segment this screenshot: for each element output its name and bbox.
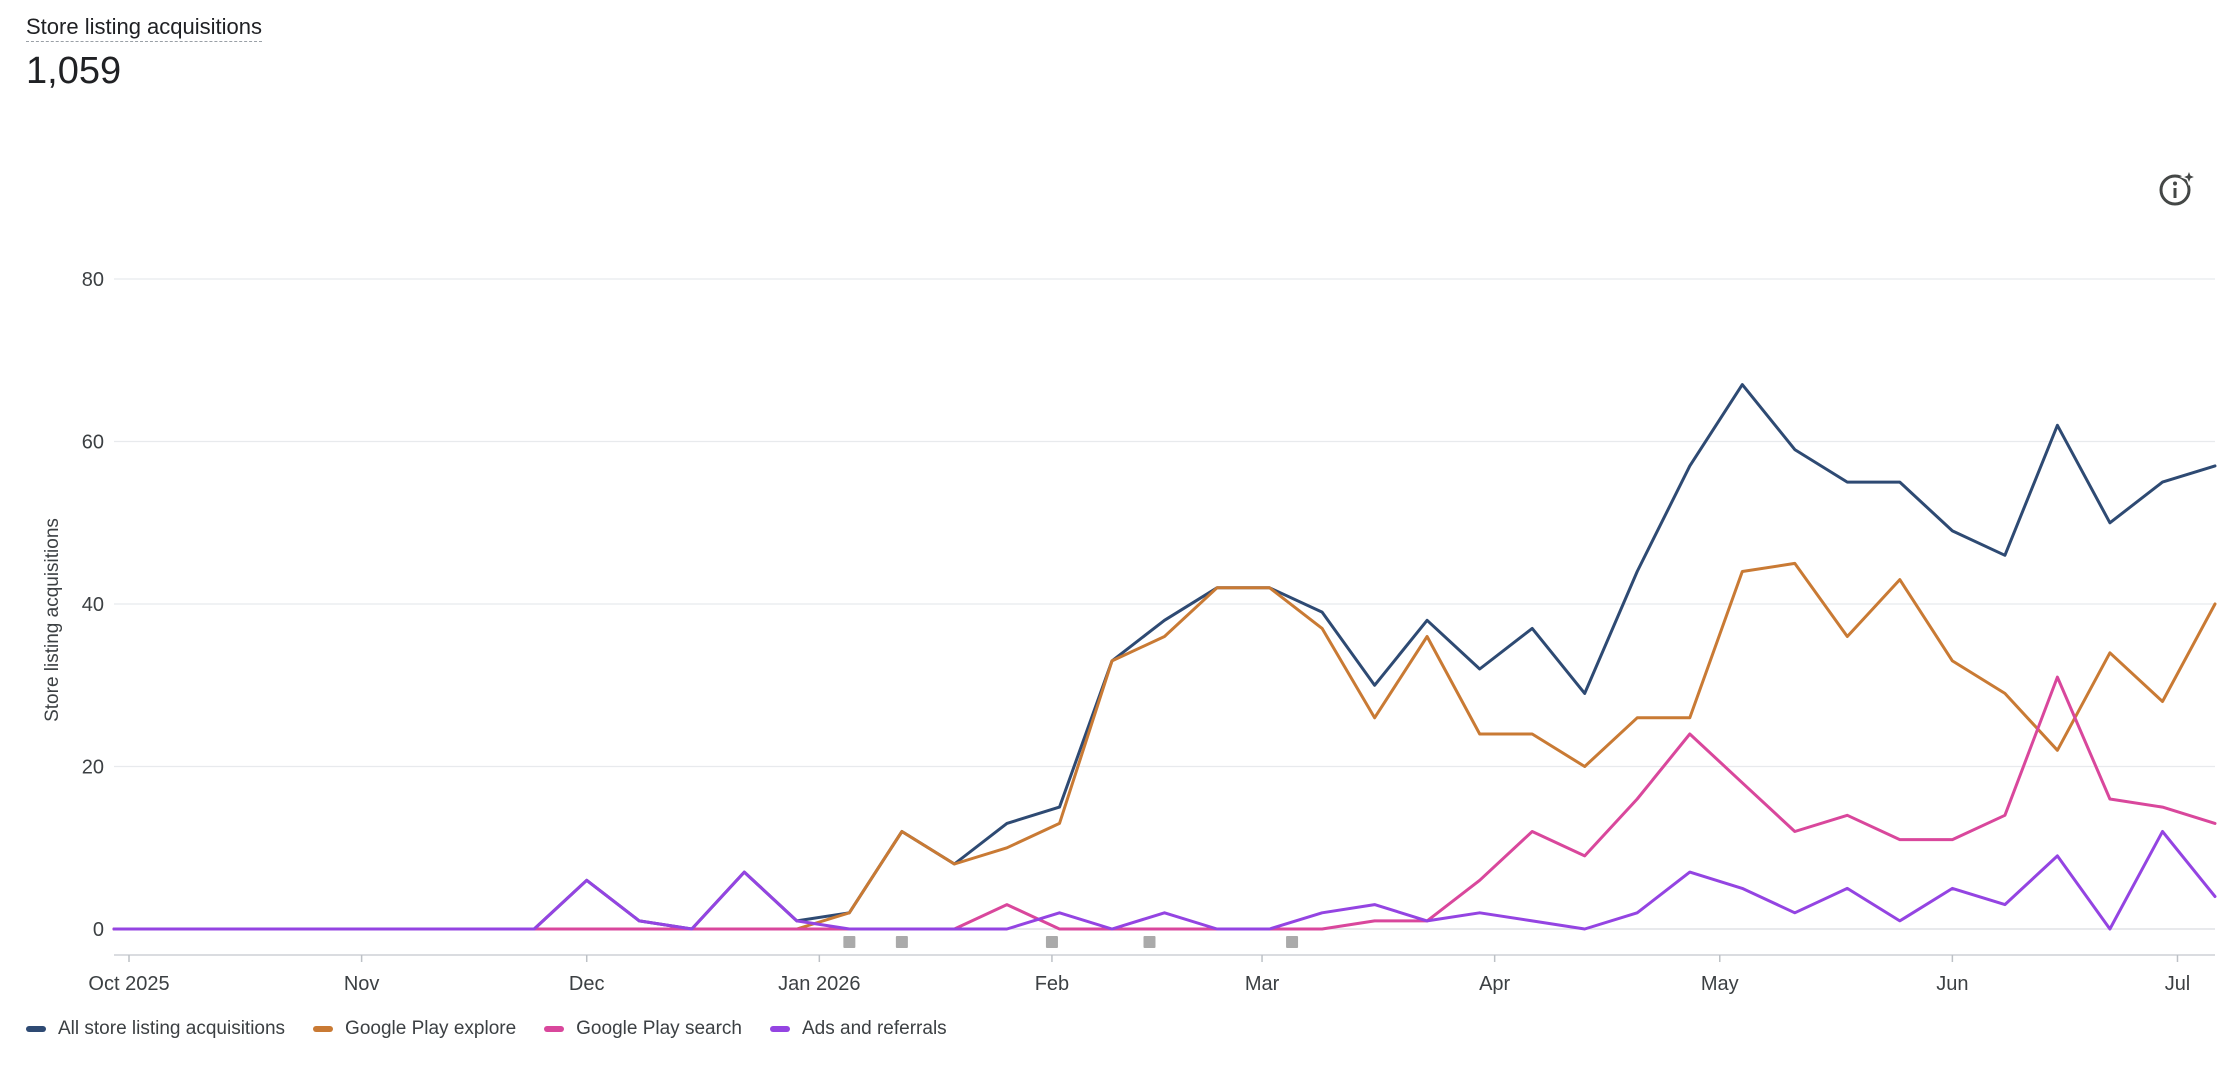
series-lines [112, 383, 2217, 931]
x-tick-label: Jun [1936, 973, 1968, 995]
legend-item[interactable]: All store listing acquisitions [26, 1018, 285, 1040]
y-tick-label: 20 [82, 757, 104, 779]
legend-swatch [313, 1026, 334, 1032]
legend-label: Google Play explore [345, 1018, 517, 1039]
y-axis-ticks: 0 20 40 60 80 [82, 269, 104, 941]
x-tick-label: Jan 2026 [778, 973, 860, 995]
y-tick-label: 80 [82, 269, 104, 291]
legend-swatch [769, 1026, 790, 1032]
event-marker[interactable] [843, 936, 856, 948]
event-marker[interactable] [1286, 936, 1299, 948]
legend-swatch [26, 1026, 46, 1032]
x-tick-label: Feb [1035, 973, 1069, 995]
legend-label: Ads and referrals [801, 1018, 947, 1039]
metric-title[interactable]: Store listing acquisitions [26, 14, 263, 43]
chart-legend: All store listing acquisitions Google Pla… [26, 1018, 947, 1040]
x-axis-ticks: Oct 2025 Nov Dec Jan 2026 Feb Mar Apr May Jun Jul [88, 955, 2190, 995]
event-markers [843, 936, 1299, 948]
y-tick-label: 60 [82, 432, 104, 454]
legend-label: Google Play search [576, 1018, 742, 1039]
line-chart: 0 20 40 60 80 Oct 2025 Nov Dec Jan 2026 Feb Mar Ap… [42, 269, 2217, 995]
legend-swatch [544, 1026, 565, 1032]
legend-item[interactable]: Google Play search [544, 1018, 742, 1040]
series-line-3[interactable] [112, 830, 2217, 931]
x-tick-label: Oct 2025 [88, 973, 169, 995]
x-tick-label: Mar [1245, 973, 1280, 995]
metric-total: 1,059 [26, 50, 122, 92]
event-marker[interactable] [1045, 936, 1058, 948]
y-axis-label: Store listing acquisitions [42, 518, 63, 722]
event-marker[interactable] [1143, 936, 1156, 948]
y-tick-label: 0 [93, 919, 104, 941]
legend-label: All store listing acquisitions [58, 1018, 286, 1039]
x-tick-label: Nov [344, 973, 380, 995]
x-tick-label: May [1701, 973, 1739, 995]
insights-info-icon[interactable] [2157, 167, 2199, 208]
legend-item[interactable]: Google Play explore [313, 1018, 516, 1040]
event-marker[interactable] [895, 936, 908, 948]
x-tick-label: Apr [1479, 973, 1510, 995]
grid-lines [114, 278, 2215, 956]
y-tick-label: 40 [82, 594, 104, 616]
series-line-0[interactable] [112, 383, 2217, 931]
x-tick-label: Jul [2165, 973, 2191, 995]
series-line-1[interactable] [112, 561, 2217, 931]
series-line-2[interactable] [112, 675, 2217, 931]
legend-item[interactable]: Ads and referrals [769, 1018, 947, 1040]
x-tick-label: Dec [569, 973, 605, 995]
